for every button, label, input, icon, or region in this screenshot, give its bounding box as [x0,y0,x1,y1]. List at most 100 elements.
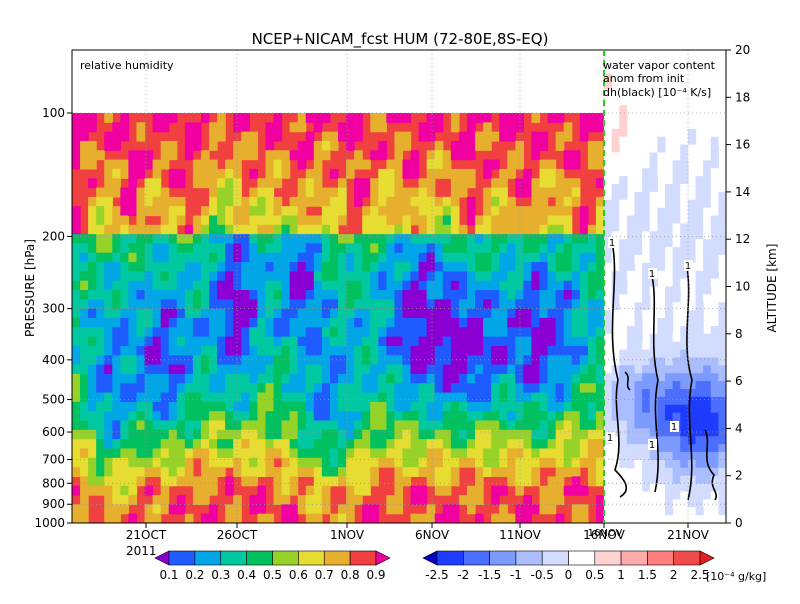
humidity-cell [507,224,516,235]
colorbar-swatch [673,550,701,566]
anomaly-cell [649,247,658,256]
humidity-cell [200,159,210,170]
humidity-cell [168,355,178,366]
humidity-cell [144,159,154,170]
humidity-cell [507,383,516,394]
anomaly-cell [611,50,620,59]
humidity-cell [563,178,573,189]
humidity-cell [233,429,242,440]
humidity-cell [362,299,371,310]
humidity-cell [176,401,186,412]
anomaly-cell [703,294,712,303]
humidity-cell [176,495,186,505]
humidity-cell [555,280,565,291]
humidity-cell [217,280,226,291]
humidity-cell [265,308,275,319]
humidity-cell [104,411,113,422]
humidity-cell [386,280,396,291]
humidity-cell [531,280,541,291]
humidity-cell [88,448,97,459]
humidity-cell [225,290,234,300]
humidity-cell [483,383,492,394]
humidity-cell [184,140,194,151]
humidity-cell [265,215,275,226]
humidity-cell [483,168,492,179]
anomaly-cell [718,381,726,390]
humidity-cell [209,140,218,151]
humidity-cell [475,383,484,394]
humidity-cell [168,364,178,375]
humidity-cell [281,411,291,422]
humidity-cell [209,243,218,254]
panel-label-humidity: relative humidity [80,59,174,72]
humidity-cell [136,355,146,366]
altitude-tick-label: 4 [735,421,743,435]
humidity-cell [128,243,138,254]
humidity-cell [241,113,250,123]
humidity-cell [72,383,81,394]
humidity-cell [128,476,138,487]
anomaly-cell [710,467,719,477]
humidity-cell [418,178,428,189]
humidity-cell [458,355,468,366]
humidity-cell [305,113,315,123]
humidity-cell [321,401,331,412]
humidity-cell [515,355,524,366]
humidity-cell [499,485,508,496]
humidity-cell [152,336,162,347]
humidity-cell [136,345,146,356]
anomaly-cell [634,318,643,327]
humidity-cell [160,364,170,375]
humidity-cell [354,495,363,505]
anomaly-cell [710,475,719,485]
humidity-cell [466,420,476,431]
humidity-cell [515,504,524,515]
humidity-cell [466,485,476,496]
humidity-cell [394,373,404,384]
humidity-cell [531,336,541,347]
humidity-cell [265,150,275,161]
humidity-cell [176,373,186,384]
humidity-cell [217,299,226,310]
humidity-cell [192,383,202,394]
anomaly-cell [703,239,712,248]
humidity-cell [386,355,396,366]
humidity-cell [305,439,315,450]
humidity-cell [434,150,444,161]
humidity-cell [249,140,258,151]
humidity-cell [329,392,339,403]
anomaly-cell [649,223,658,232]
pressure-tick-label: 700 [42,452,65,466]
humidity-cell [160,467,170,478]
anomaly-cell [604,396,613,406]
humidity-cell [112,476,121,487]
anomaly-cell [695,341,704,351]
humidity-cell [466,429,476,440]
humidity-cell [96,290,105,300]
anomaly-cell [703,191,712,201]
humidity-cell [104,168,113,179]
humidity-cell [217,290,226,300]
anomaly-cell [642,89,651,98]
humidity-cell [313,252,323,263]
humidity-cell [200,318,210,328]
humidity-cell [249,252,258,263]
humidity-cell [241,196,250,207]
humidity-cell [289,392,299,403]
humidity-cell [329,383,339,394]
humidity-cell [442,485,452,496]
humidity-cell [362,364,371,375]
humidity-cell [104,355,113,366]
humidity-cell [354,467,363,478]
anomaly-cell [672,207,681,217]
anomaly-cell [665,467,674,477]
anomaly-cell [718,412,726,422]
humidity-cell [378,224,387,235]
humidity-cell [209,271,218,282]
humidity-cell [104,327,113,338]
humidity-cell [362,467,371,478]
humidity-cell [410,457,420,468]
anomaly-cell [703,499,712,508]
humidity-cell [370,290,379,300]
humidity-cell [128,392,138,403]
